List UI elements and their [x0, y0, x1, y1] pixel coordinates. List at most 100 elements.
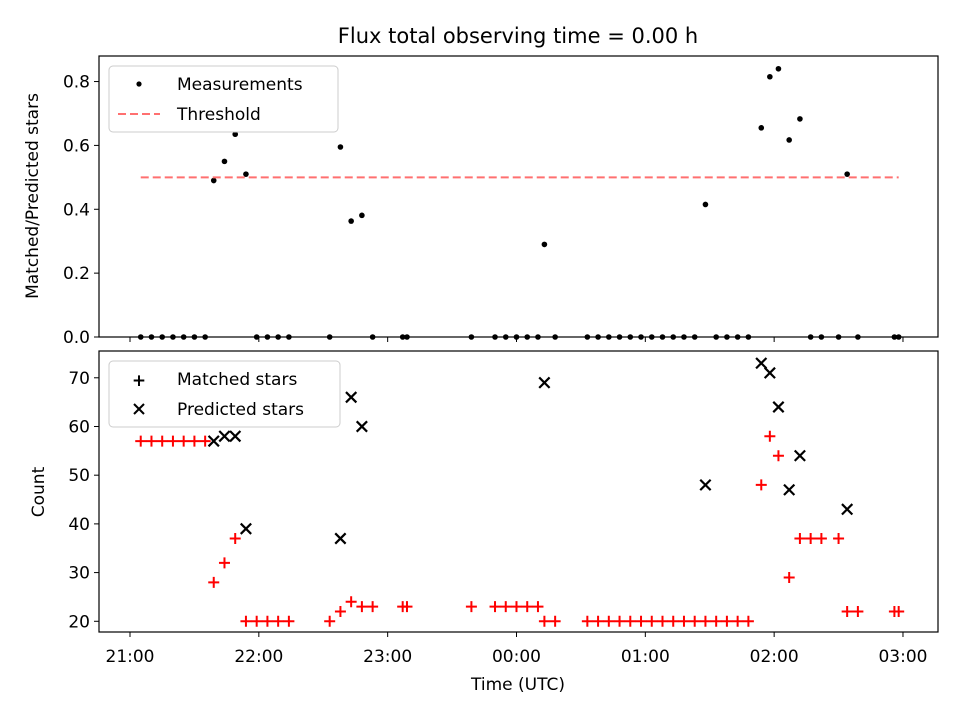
y-tick-label: 0.4 [63, 200, 90, 220]
matched-star-point [614, 615, 626, 627]
measurement-point [492, 334, 498, 340]
y-tick-label: 30 [68, 564, 90, 584]
matched-star-point [833, 532, 845, 544]
x-tick-label: 03:00 [878, 647, 927, 667]
predicted-star-point [755, 357, 768, 370]
measurement-point [159, 334, 166, 340]
y-tick-label: 0.6 [63, 136, 90, 156]
matched-star-point [251, 615, 263, 627]
matched-star-point [592, 615, 604, 627]
matched-star-point [261, 615, 273, 627]
matched-star-point [755, 479, 767, 491]
matched-star-point [188, 435, 200, 447]
legend-marker-predicted [133, 403, 145, 415]
measurement-point [702, 201, 709, 208]
legend-marker-matched: + [132, 371, 146, 391]
measurement-point [535, 334, 541, 340]
measurement-point [584, 334, 591, 340]
matched-star-point [772, 450, 784, 462]
matched-star-point [721, 615, 733, 627]
measurement-point [243, 171, 249, 177]
matched-star-point [500, 601, 512, 613]
legend: Measurements Threshold [108, 65, 339, 133]
measurement-point [767, 73, 773, 80]
count-panel: 21:00 22:00 23:00 00:00 01:00 02:00 03:00 20 30 4… [29, 350, 939, 695]
matched-star-point [356, 601, 368, 613]
matched-star-point [635, 615, 647, 627]
matched-star-point [521, 601, 533, 613]
measurement-point [524, 334, 531, 340]
count-plot-area: 21:00 22:00 23:00 00:00 01:00 02:00 03:00 20 30 4… [68, 350, 939, 667]
matched-star-point [489, 601, 501, 613]
matched-star-point [178, 435, 190, 447]
measurement-point [691, 334, 698, 340]
measurement-point [659, 334, 666, 340]
measurement-point [221, 158, 228, 165]
matched-star-point [532, 601, 544, 613]
y-tick-label: 0.2 [63, 264, 90, 284]
matched-star-point [656, 615, 668, 627]
legend-label-predicted: Predicted stars [177, 400, 304, 420]
measurement-point [148, 334, 155, 340]
y-axis-label: Matched/Predicted stars [23, 93, 43, 299]
measurement-point [895, 334, 902, 340]
measurement-point [648, 334, 655, 340]
y-tick-label: 40 [68, 515, 90, 535]
measurement-point [202, 334, 208, 340]
measurement-point [595, 334, 601, 340]
measurement-point [552, 334, 558, 340]
measurement-point [855, 334, 861, 340]
legend: + Matched stars Predicted stars [108, 360, 341, 428]
y-tick-label: 60 [68, 417, 90, 437]
measurement-point [745, 334, 752, 340]
matched-star-point [852, 606, 864, 618]
matched-star-point [646, 615, 658, 627]
measurement-point [681, 334, 687, 340]
x-tick-label: 21:00 [106, 647, 155, 667]
matched-star-point [689, 615, 701, 627]
matched-star-point [549, 615, 561, 627]
matched-star-point [699, 615, 711, 627]
predicted-star-point [207, 435, 220, 448]
predicted-star-point [699, 478, 712, 491]
matched-star-point [345, 596, 357, 608]
measurement-point [541, 241, 548, 248]
legend-label-matched: Matched stars [177, 370, 297, 390]
chart-title: Flux total observing time = 0.00 h [338, 24, 698, 48]
y-axis-label: Count [29, 466, 49, 517]
measurement-point [210, 177, 217, 184]
plot-frame [98, 350, 939, 633]
measurement-point [606, 334, 612, 340]
matched-star-point [367, 601, 379, 613]
legend-label-threshold: Threshold [176, 105, 261, 125]
matched-star-point [167, 435, 179, 447]
predicted-star-point [763, 366, 776, 379]
x-tick-label: 00:00 [492, 647, 541, 667]
matched-star-point [156, 435, 168, 447]
matched-star-point [199, 435, 211, 447]
measurement-point [724, 334, 730, 340]
matched-star-point [732, 615, 744, 627]
matched-star-point [841, 606, 853, 618]
measurement-point [180, 334, 187, 340]
matched-star-point [805, 532, 817, 544]
x-axis-label: Time (UTC) [470, 675, 565, 695]
predicted-star-point [793, 449, 806, 462]
matched-star-point [794, 532, 806, 544]
measurement-point [275, 334, 281, 340]
matched-star-point [135, 435, 147, 447]
measurement-point [775, 65, 782, 72]
matched-star-point [240, 615, 252, 627]
matched-star-point [742, 615, 754, 627]
matched-star-point [538, 615, 550, 627]
matched-star-point [783, 571, 795, 583]
matched-star-point [208, 576, 220, 588]
predicted-star-point [783, 483, 796, 496]
legend-box [108, 360, 341, 428]
measurement-point [758, 125, 765, 131]
measurement-point [137, 334, 144, 340]
predicted-star-point [345, 391, 358, 404]
predicted-star-point [772, 401, 785, 413]
measurement-point [359, 212, 365, 219]
predicted-star-point [355, 420, 368, 433]
